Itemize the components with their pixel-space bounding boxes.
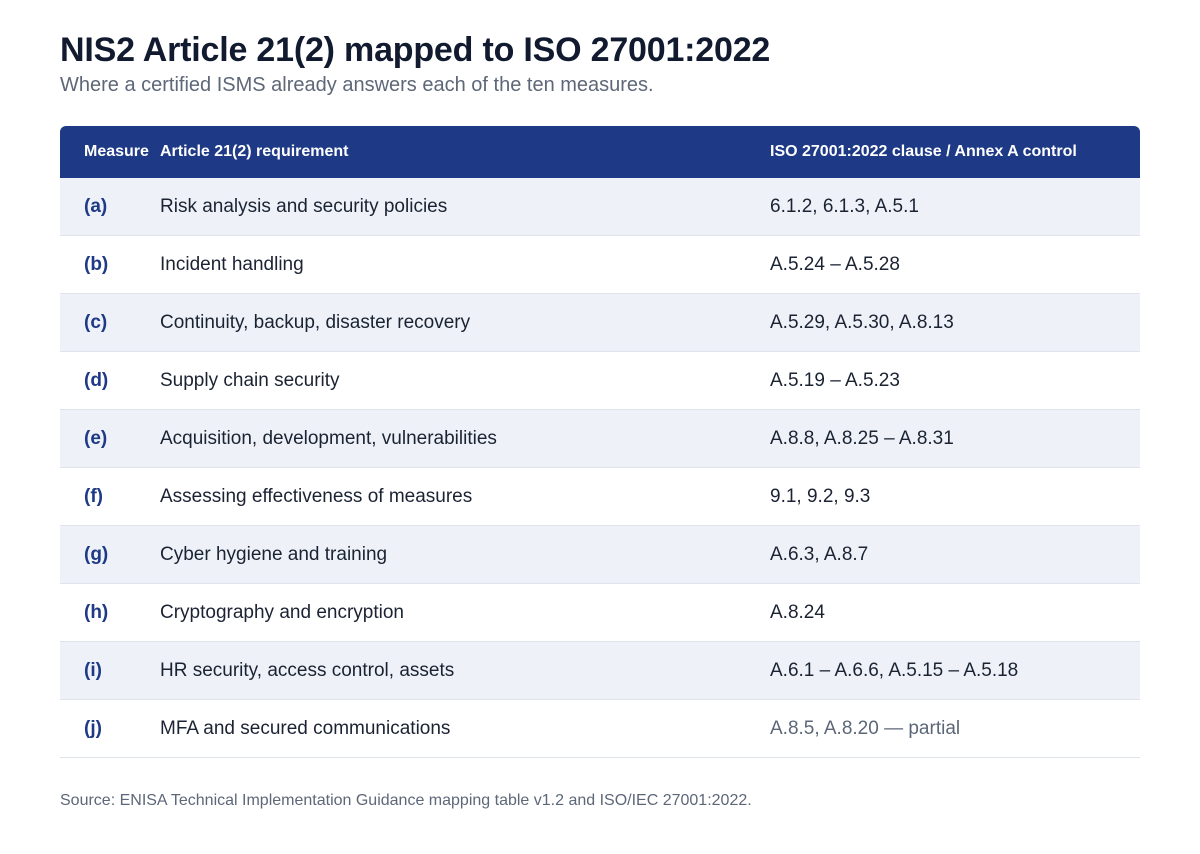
table-row: (c) Continuity, backup, disaster recover… bbox=[60, 294, 1140, 352]
table-row: (b) Incident handling A.5.24 – A.5.28 bbox=[60, 236, 1140, 294]
measure-letter: (g) bbox=[84, 543, 109, 565]
table-header: Measure Article 21(2) requirement ISO 27… bbox=[60, 126, 1140, 178]
table-row: (h) Cryptography and encryption A.8.24 bbox=[60, 584, 1140, 642]
table-row: (a) Risk analysis and security policies … bbox=[60, 178, 1140, 236]
measure-letter: (c) bbox=[84, 311, 108, 333]
requirement-text: Cyber hygiene and training bbox=[160, 543, 388, 565]
measure-letter: (f) bbox=[84, 485, 103, 507]
header-measure: Measure bbox=[84, 143, 149, 160]
requirement-text: Supply chain security bbox=[160, 369, 340, 391]
iso-control: A.5.19 – A.5.23 bbox=[770, 369, 900, 391]
iso-control: A.8.8, A.8.25 – A.8.31 bbox=[770, 427, 954, 449]
requirement-text: Assessing effectiveness of measures bbox=[160, 485, 473, 507]
mapping-table: Measure Article 21(2) requirement ISO 27… bbox=[60, 126, 1140, 758]
source-note: Source: ENISA Technical Implementation G… bbox=[60, 792, 752, 809]
iso-control: A.5.24 – A.5.28 bbox=[770, 253, 900, 275]
measure-letter: (a) bbox=[84, 195, 108, 217]
measure-letter: (d) bbox=[84, 369, 109, 391]
table-row: (i) HR security, access control, assets … bbox=[60, 642, 1140, 700]
requirement-text: Cryptography and encryption bbox=[160, 601, 404, 623]
requirement-text: MFA and secured communications bbox=[160, 717, 451, 739]
table-row: (e) Acquisition, development, vulnerabil… bbox=[60, 410, 1140, 468]
measure-letter: (i) bbox=[84, 659, 102, 681]
page-subtitle: Where a certified ISMS already answers e… bbox=[60, 74, 654, 96]
table-row: (d) Supply chain security A.5.19 – A.5.2… bbox=[60, 352, 1140, 410]
requirement-text: Acquisition, development, vulnerabilitie… bbox=[160, 427, 497, 449]
header-requirement: Article 21(2) requirement bbox=[160, 143, 349, 160]
table-row: (g) Cyber hygiene and training A.6.3, A.… bbox=[60, 526, 1140, 584]
iso-control: A.6.3, A.8.7 bbox=[770, 543, 869, 565]
page-title: NIS2 Article 21(2) mapped to ISO 27001:2… bbox=[60, 31, 771, 69]
iso-control: A.6.1 – A.6.6, A.5.15 – A.5.18 bbox=[770, 659, 1019, 681]
requirement-text: Continuity, backup, disaster recovery bbox=[160, 311, 471, 333]
measure-letter: (h) bbox=[84, 601, 109, 623]
iso-control: 9.1, 9.2, 9.3 bbox=[770, 485, 871, 507]
measure-letter: (b) bbox=[84, 253, 109, 275]
iso-control: A.8.24 bbox=[770, 601, 825, 623]
iso-control-partial: A.8.5, A.8.20 — partial bbox=[770, 717, 961, 739]
table-row: (j) MFA and secured communications A.8.5… bbox=[60, 700, 1140, 758]
requirement-text: HR security, access control, assets bbox=[160, 659, 455, 681]
header-iso-control: ISO 27001:2022 clause / Annex A control bbox=[770, 143, 1077, 160]
requirement-text: Risk analysis and security policies bbox=[160, 195, 448, 217]
requirement-text: Incident handling bbox=[160, 253, 304, 275]
measure-letter: (e) bbox=[84, 427, 108, 449]
measure-letter: (j) bbox=[84, 717, 102, 739]
iso-control: A.5.29, A.5.30, A.8.13 bbox=[770, 311, 954, 333]
iso-control: 6.1.2, 6.1.3, A.5.1 bbox=[770, 195, 919, 217]
table-row: (f) Assessing effectiveness of measures … bbox=[60, 468, 1140, 526]
